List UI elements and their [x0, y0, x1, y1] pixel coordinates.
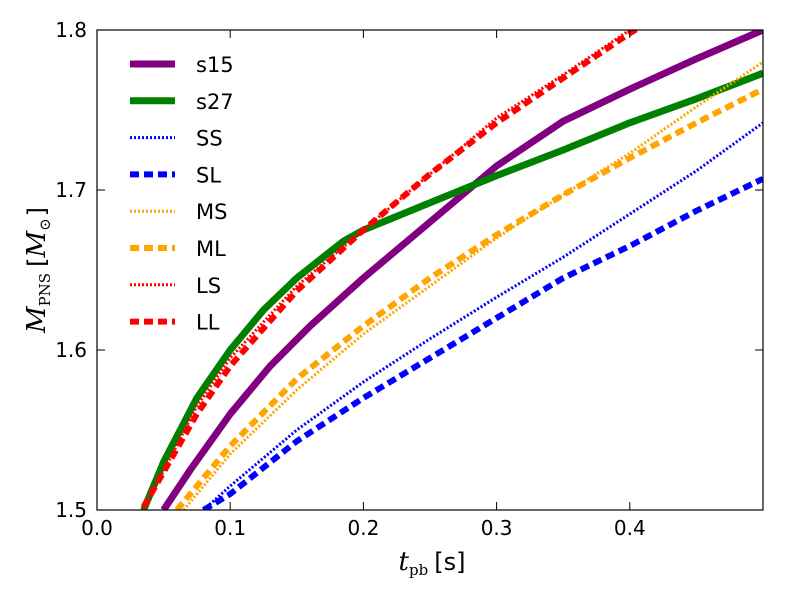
- x-tick-label: 0.0: [81, 516, 113, 540]
- legend-label-SL: SL: [196, 163, 221, 187]
- x-tick-label: 0.1: [214, 516, 246, 540]
- y-axis-label: MPNS[M⊙]: [22, 207, 54, 334]
- legend-label-ML: ML: [196, 237, 226, 261]
- plot-background: [97, 30, 763, 510]
- legend-label-s15: s15: [196, 53, 234, 77]
- x-tick-label: 0.2: [347, 516, 379, 540]
- series-layer: [140, 30, 763, 510]
- y-tick-label: 1.5: [55, 498, 87, 522]
- y-tick-label: 1.6: [55, 338, 87, 362]
- series-line-s15: [160, 30, 763, 510]
- y-tick-label: 1.8: [55, 18, 87, 42]
- legend-label-MS: MS: [196, 200, 227, 224]
- series-line-LL: [140, 30, 641, 509]
- legend: s15 s27 SS SL MS ML LS LL: [130, 53, 234, 335]
- x-tick-label: 0.4: [614, 516, 646, 540]
- legend-label-SS: SS: [196, 127, 223, 151]
- plot-frame: [96, 29, 764, 511]
- legend-label-s27: s27: [196, 90, 234, 114]
- ticks-layer: 0.0 0.1 0.2 0.3 0.4 1.5 1.6 1.7 1.8: [55, 18, 763, 540]
- legend-label-LL: LL: [196, 311, 220, 335]
- legend-label-LS: LS: [196, 274, 221, 298]
- series-line-SL: [202, 176, 763, 510]
- y-tick-label: 1.7: [55, 178, 87, 202]
- series-line-ML: [174, 86, 763, 510]
- x-axis-label: tpb [s]: [399, 547, 466, 579]
- x-tick-label: 0.3: [481, 516, 513, 540]
